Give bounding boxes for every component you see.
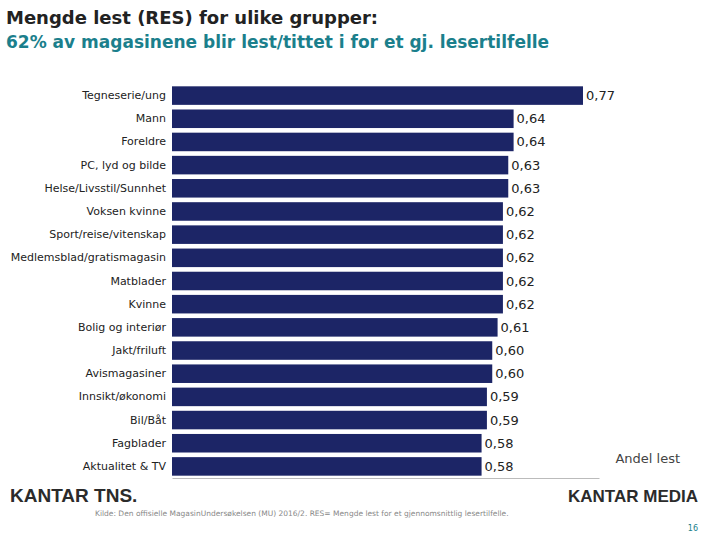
- y-tick: Fagblader: [112, 437, 172, 450]
- data-label: 0,60: [495, 343, 524, 358]
- bar: [172, 179, 508, 198]
- bar: [172, 202, 503, 221]
- x-axis-label: Andel lest: [615, 451, 680, 466]
- category-label: Bil/Båt: [130, 414, 167, 427]
- y-tick: PC, lyd og bilde: [81, 159, 172, 172]
- data-label: 0,62: [506, 250, 535, 265]
- y-tick: Avismagasiner: [86, 367, 172, 380]
- category-label: Voksen kvinne: [87, 205, 167, 218]
- data-label: 0,59: [490, 413, 519, 428]
- y-tick: Medlemsblad/gratismagasin: [11, 251, 172, 264]
- data-label: 0,58: [485, 436, 514, 451]
- data-label: 0,58: [485, 459, 514, 474]
- y-tick: Aktualitet & TV: [83, 460, 172, 473]
- data-label: 0,62: [506, 297, 535, 312]
- chart: Mengde lest (RES) for ulike grupper: 62% …: [0, 0, 720, 540]
- bar: [172, 133, 514, 152]
- category-label: Mann: [136, 112, 166, 125]
- category-label: Kvinne: [129, 298, 167, 311]
- data-labels: 0,77 0,64 0,64 0,63 0,63 0,62 0,62 0,62 0,62 0,62…: [485, 88, 615, 474]
- logo: KANTAR MEDIA: [568, 487, 698, 506]
- source: Kilde: Den offisielle MagasinUndersøkels…: [95, 509, 509, 518]
- category-label: Aktualitet & TV: [83, 460, 167, 473]
- y-tick: Mann: [136, 112, 172, 125]
- category-label: Innsikt/økonomi: [79, 390, 166, 403]
- bar: [172, 225, 503, 244]
- bar: [172, 109, 514, 128]
- category-label: Bolig og interiør: [78, 321, 166, 334]
- bar: [172, 341, 492, 360]
- data-label: 0,60: [495, 366, 524, 381]
- bar: [172, 156, 508, 175]
- x-axis: [173, 478, 600, 479]
- bars: [172, 86, 583, 475]
- data-label: 0,62: [506, 274, 535, 289]
- data-label: 0,59: [490, 389, 519, 404]
- data-label: 0,63: [511, 158, 540, 173]
- category-label: Helse/Livsstil/Sunnhet: [44, 182, 166, 195]
- category-label: Matblader: [110, 275, 166, 288]
- category-label: Foreldre: [121, 135, 166, 148]
- category-label: PC, lyd og bilde: [81, 159, 167, 172]
- y-tick: Innsikt/økonomi: [79, 390, 172, 403]
- category-label: Fagblader: [112, 437, 167, 450]
- page-number: 16: [688, 524, 698, 533]
- x-axis-line: [173, 478, 600, 479]
- data-label: 0,62: [506, 204, 535, 219]
- title: Mengde lest (RES) for ulike grupper:: [6, 7, 378, 28]
- bar: [172, 249, 503, 268]
- bar: [172, 86, 583, 105]
- category-label: Medlemsblad/gratismagasin: [11, 251, 166, 264]
- y-tick: Bil/Båt: [130, 414, 172, 427]
- bar: [172, 434, 482, 453]
- y-tick: Helse/Livsstil/Sunnhet: [44, 182, 172, 195]
- data-label: 0,64: [517, 111, 546, 126]
- y-axis: Tegneserie/ung Mann Foreldre PC, lyd og bil…: [11, 89, 172, 473]
- bar: [172, 457, 482, 476]
- bar: [172, 272, 503, 291]
- logo: KANTAR TNS.: [10, 485, 137, 506]
- bar: [172, 295, 503, 314]
- data-label: 0,62: [506, 227, 535, 242]
- data-label: 0,63: [511, 181, 540, 196]
- bar: [172, 388, 487, 407]
- y-tick: Sport/reise/vitenskap: [49, 228, 172, 241]
- y-tick: Jakt/friluft: [111, 344, 172, 357]
- category-label: Jakt/friluft: [111, 344, 167, 357]
- category-label: Tegneserie/ung: [81, 89, 166, 102]
- category-label: Sport/reise/vitenskap: [49, 228, 166, 241]
- bar: [172, 364, 492, 383]
- y-tick: Kvinne: [129, 298, 173, 311]
- y-tick: Tegneserie/ung: [81, 89, 172, 102]
- y-tick: Matblader: [110, 275, 172, 288]
- data-label: 0,61: [501, 320, 530, 335]
- bar: [172, 411, 487, 430]
- y-tick: Voksen kvinne: [87, 205, 172, 218]
- bar: [172, 318, 498, 337]
- data-label: 0,77: [586, 88, 615, 103]
- subtitle: 62% av magasinene blir lest/tittet i for…: [6, 32, 549, 52]
- y-tick: Foreldre: [121, 135, 172, 148]
- y-tick: Bolig og interiør: [78, 321, 172, 334]
- data-label: 0,64: [517, 134, 546, 149]
- category-label: Avismagasiner: [86, 367, 167, 380]
